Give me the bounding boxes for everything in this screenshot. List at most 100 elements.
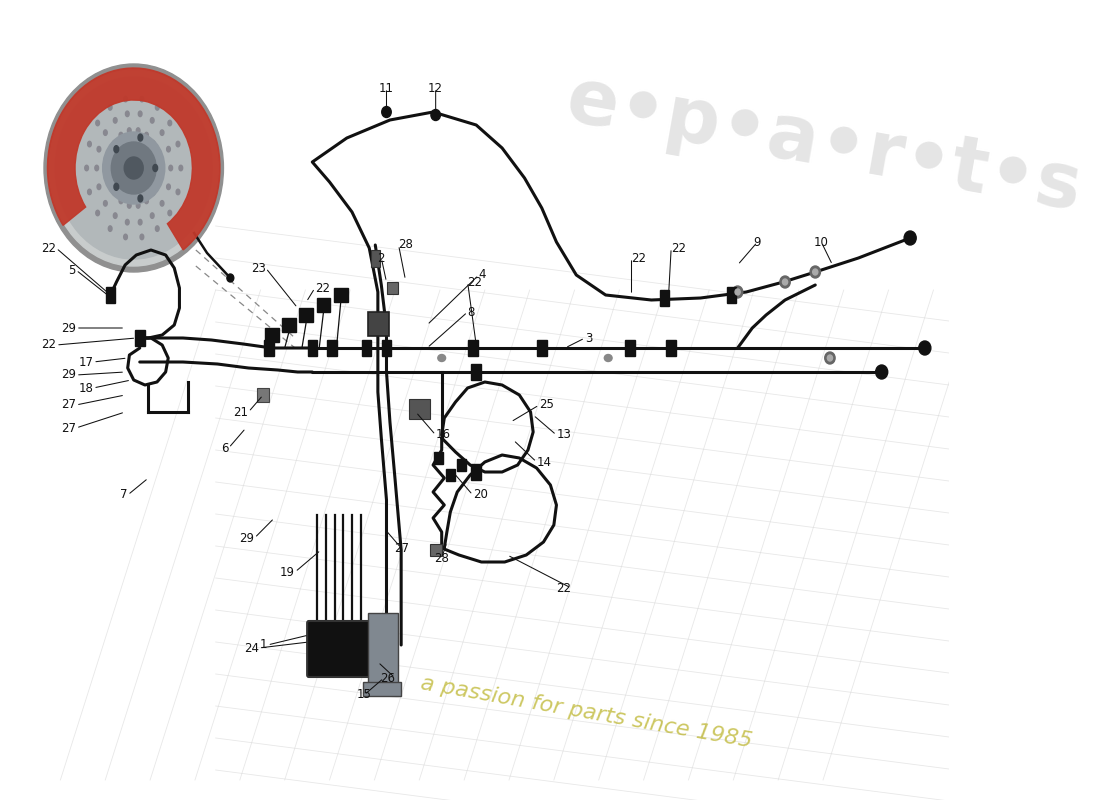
Ellipse shape [44,64,223,272]
Text: 22: 22 [557,582,571,594]
Ellipse shape [138,134,143,141]
Ellipse shape [151,118,154,123]
Ellipse shape [111,142,156,194]
Ellipse shape [145,198,149,204]
Ellipse shape [140,96,144,102]
Ellipse shape [157,166,161,170]
Circle shape [876,365,888,379]
Circle shape [782,279,788,285]
FancyBboxPatch shape [382,340,392,356]
FancyBboxPatch shape [328,340,337,356]
Ellipse shape [96,210,99,216]
FancyBboxPatch shape [472,464,481,480]
FancyBboxPatch shape [368,613,398,693]
Ellipse shape [166,146,170,152]
Circle shape [227,274,234,282]
Ellipse shape [108,152,111,158]
Ellipse shape [123,234,128,240]
Text: 6: 6 [221,442,229,454]
Ellipse shape [128,128,131,134]
Text: 26: 26 [381,671,395,685]
FancyBboxPatch shape [433,452,443,463]
Ellipse shape [179,166,183,170]
Ellipse shape [156,152,160,158]
Text: 16: 16 [436,429,451,442]
Ellipse shape [153,165,157,171]
Ellipse shape [166,184,170,190]
Ellipse shape [151,213,154,218]
Ellipse shape [102,132,165,204]
Text: 5: 5 [68,263,76,277]
Text: 14: 14 [537,455,551,469]
FancyBboxPatch shape [371,250,380,266]
Ellipse shape [145,132,149,138]
FancyBboxPatch shape [334,288,348,302]
Ellipse shape [152,190,155,195]
Ellipse shape [156,178,160,184]
Circle shape [810,266,821,278]
Text: 22: 22 [315,282,330,294]
Ellipse shape [112,141,115,146]
Ellipse shape [136,202,140,208]
Ellipse shape [114,183,119,190]
FancyBboxPatch shape [362,340,372,356]
FancyBboxPatch shape [264,340,274,356]
Circle shape [825,352,835,364]
Text: 9: 9 [754,235,761,249]
Ellipse shape [112,190,115,195]
Text: e•p•a•r•t•s: e•p•a•r•t•s [561,63,1087,226]
Text: 8: 8 [468,306,475,318]
Ellipse shape [108,105,112,110]
Ellipse shape [176,189,179,194]
Text: 11: 11 [379,82,394,94]
Ellipse shape [96,120,99,126]
FancyBboxPatch shape [308,340,317,356]
Text: 18: 18 [78,382,94,394]
Text: 29: 29 [60,322,76,334]
Wedge shape [47,68,220,250]
Ellipse shape [108,226,112,231]
Ellipse shape [95,166,99,170]
Ellipse shape [168,210,172,216]
Ellipse shape [119,198,123,204]
Ellipse shape [155,105,160,110]
Circle shape [735,289,740,295]
Circle shape [827,355,833,361]
FancyBboxPatch shape [537,340,547,356]
Text: 22: 22 [41,338,56,351]
Ellipse shape [114,146,119,153]
FancyBboxPatch shape [282,318,296,332]
Circle shape [733,286,742,298]
Ellipse shape [176,142,179,147]
FancyBboxPatch shape [299,308,314,322]
Text: 12: 12 [428,82,443,94]
Ellipse shape [85,166,88,170]
Ellipse shape [124,157,143,179]
FancyBboxPatch shape [430,544,441,556]
Ellipse shape [97,184,101,190]
Ellipse shape [113,118,117,123]
Ellipse shape [50,70,218,266]
Ellipse shape [140,234,144,240]
Circle shape [431,110,440,121]
FancyBboxPatch shape [472,364,481,380]
Ellipse shape [161,130,164,135]
Ellipse shape [103,130,107,135]
Ellipse shape [168,120,172,126]
Ellipse shape [125,219,129,225]
FancyBboxPatch shape [468,340,477,356]
FancyBboxPatch shape [106,287,116,303]
Text: 19: 19 [280,566,295,578]
Text: 23: 23 [251,262,266,274]
Ellipse shape [103,201,107,206]
Text: 27: 27 [394,542,409,554]
Text: 25: 25 [539,398,554,411]
Ellipse shape [113,213,117,218]
Ellipse shape [139,219,142,225]
Text: 22: 22 [41,242,56,254]
FancyBboxPatch shape [409,399,430,419]
FancyBboxPatch shape [363,682,402,696]
Ellipse shape [136,128,140,134]
Ellipse shape [139,111,142,117]
Ellipse shape [438,354,446,362]
